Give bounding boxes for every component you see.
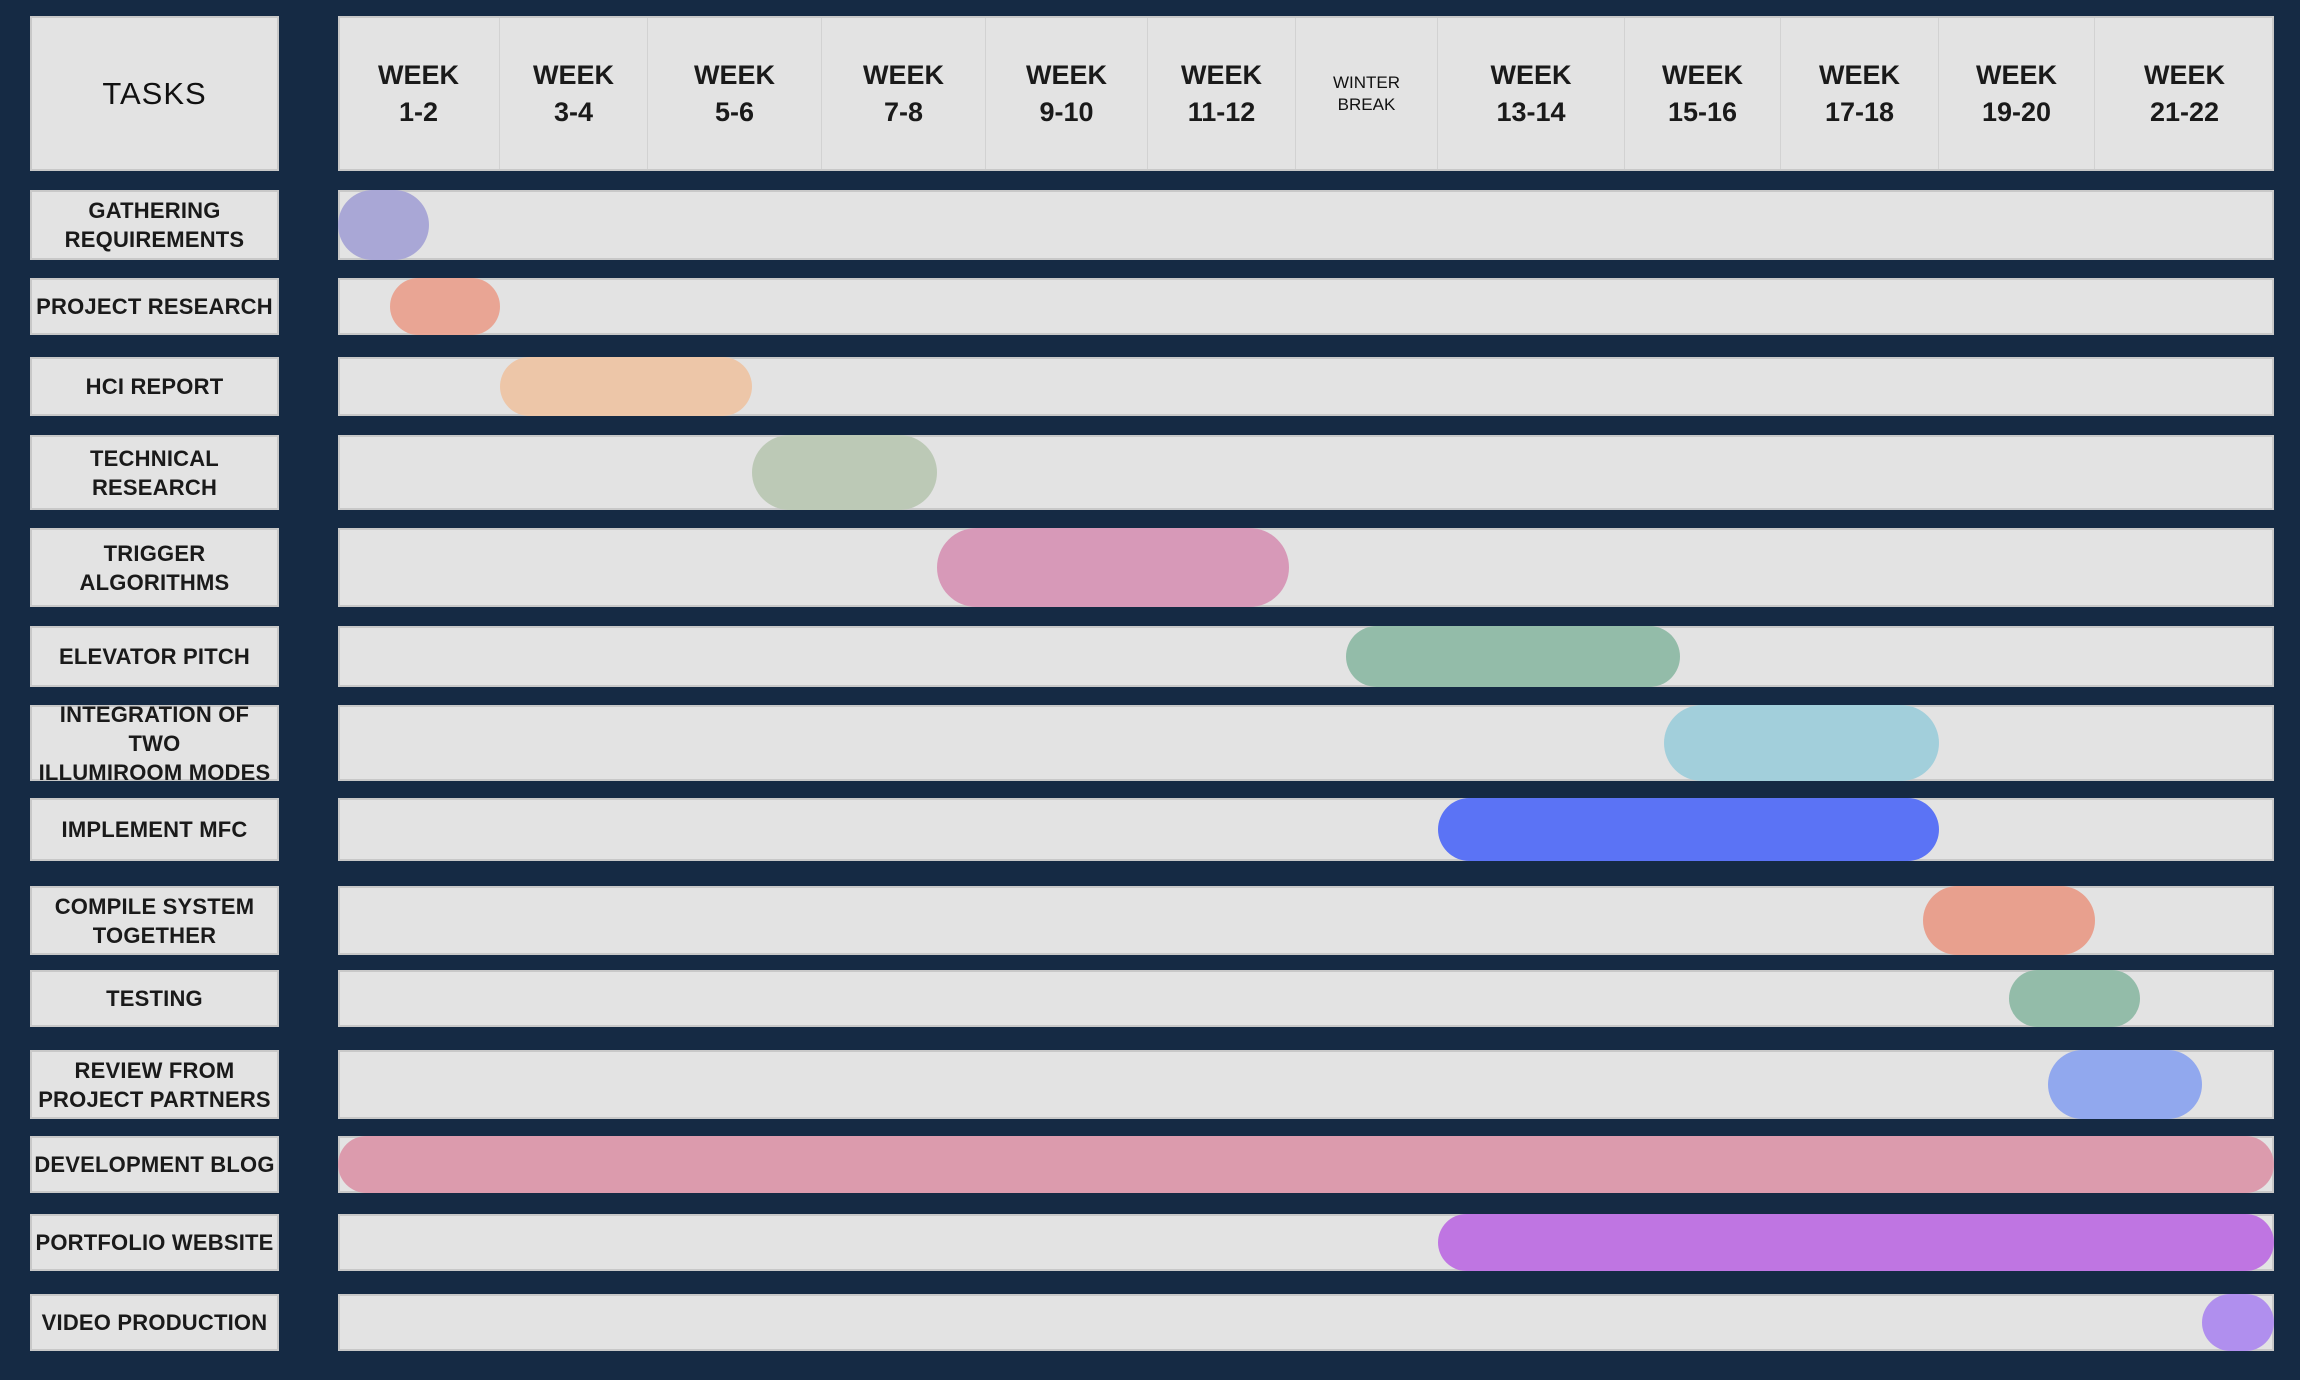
week-header-9: WEEK 15-16 bbox=[1625, 18, 1781, 169]
task-bar[interactable] bbox=[752, 435, 937, 510]
task-bar[interactable] bbox=[2009, 970, 2140, 1027]
task-bar[interactable] bbox=[936, 528, 1289, 607]
task-label: INTEGRATION OF TWO ILLUMIROOM MODES bbox=[30, 702, 279, 785]
task-track bbox=[338, 528, 2274, 607]
task-label: IMPLEMENT MFC bbox=[30, 798, 279, 861]
week-header-11: WEEK 19-20 bbox=[1939, 18, 2095, 169]
task-bar[interactable] bbox=[1345, 626, 1680, 687]
week-header-12: WEEK 21-22 bbox=[2144, 59, 2225, 127]
task-track bbox=[338, 278, 2274, 335]
task-bar[interactable] bbox=[1438, 798, 1939, 861]
week-header-10: WEEK 17-18 bbox=[1781, 18, 1939, 169]
task-track bbox=[338, 435, 2274, 510]
task-bar[interactable] bbox=[1664, 705, 1939, 781]
task-label: PROJECT RESEARCH bbox=[30, 278, 279, 335]
task-label: TECHNICAL RESEARCH bbox=[30, 435, 279, 510]
week-header-6: WEEK 11-12 bbox=[1148, 18, 1296, 169]
task-track bbox=[338, 1050, 2274, 1119]
task-bar[interactable] bbox=[2202, 1294, 2274, 1351]
task-bar[interactable] bbox=[1923, 886, 2095, 955]
task-bar[interactable] bbox=[338, 1136, 2274, 1193]
week-header-row bbox=[338, 16, 2274, 171]
task-label: TRIGGER ALGORITHMS bbox=[30, 528, 279, 607]
task-label: TESTING bbox=[30, 970, 279, 1027]
task-track bbox=[338, 798, 2274, 861]
task-label: GATHERING REQUIREMENTS bbox=[30, 190, 279, 260]
task-label: REVIEW FROM PROJECT PARTNERS bbox=[30, 1050, 279, 1119]
task-label: PORTFOLIO WEBSITE bbox=[30, 1214, 279, 1271]
task-bar[interactable] bbox=[338, 190, 429, 260]
week-header-3: WEEK 5-6 bbox=[648, 18, 822, 169]
week-header-2: WEEK 3-4 bbox=[500, 18, 648, 169]
task-bar[interactable] bbox=[389, 278, 500, 335]
task-track bbox=[338, 626, 2274, 687]
tasks-header: TASKS bbox=[30, 16, 279, 171]
task-label: HCI REPORT bbox=[30, 357, 279, 416]
week-header-1: WEEK 1-2 bbox=[338, 18, 500, 169]
week-header-7: WINTER BREAK bbox=[1296, 18, 1438, 169]
week-header-5: WEEK 9-10 bbox=[986, 18, 1148, 169]
task-track bbox=[338, 705, 2274, 781]
task-label: VIDEO PRODUCTION bbox=[30, 1294, 279, 1351]
task-label: DEVELOPMENT BLOG bbox=[30, 1136, 279, 1193]
task-track bbox=[338, 970, 2274, 1027]
task-bar[interactable] bbox=[1438, 1214, 2274, 1271]
task-label: COMPILE SYSTEM TOGETHER bbox=[30, 886, 279, 955]
task-bar[interactable] bbox=[2048, 1050, 2203, 1119]
task-track bbox=[338, 190, 2274, 260]
week-header-8: WEEK 13-14 bbox=[1438, 18, 1625, 169]
task-track bbox=[338, 1294, 2274, 1351]
task-bar[interactable] bbox=[500, 357, 753, 416]
task-label: ELEVATOR PITCH bbox=[30, 626, 279, 687]
week-header-4: WEEK 7-8 bbox=[822, 18, 986, 169]
